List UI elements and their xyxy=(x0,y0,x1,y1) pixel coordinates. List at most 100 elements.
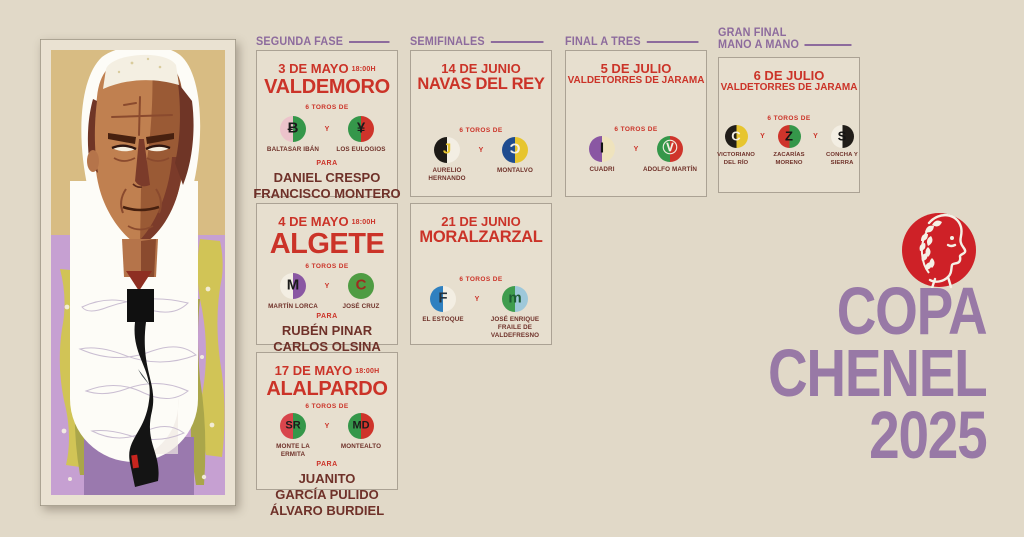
title-line: COPA xyxy=(836,274,987,349)
event-time: 18:00H xyxy=(355,368,380,375)
event-venue: VALDETORRES DE JARAMA xyxy=(567,75,705,86)
toros-label: 6 TOROS DE xyxy=(459,275,503,283)
ranch-block: C JOSÉ CRUZ xyxy=(332,272,390,311)
toros-label: 6 TOROS DE xyxy=(305,403,349,411)
column-semifinales: SEMIFINALES 14 DE JUNIO NAVAS DEL REY 6 … xyxy=(410,36,552,345)
antonete-portrait-illustration xyxy=(40,39,236,506)
event-venue: NAVAS DEL REY xyxy=(417,75,545,93)
torero-name: DANIEL CRESPO xyxy=(273,170,381,186)
ranch-name: CUADRI xyxy=(589,166,615,174)
phase-label: SEGUNDA FASE xyxy=(256,36,344,48)
toros-label: 6 TOROS DE xyxy=(614,126,658,134)
event-time: 18:00H xyxy=(351,219,376,226)
phase-rule xyxy=(804,44,852,46)
ranch-name: MONTEALTO xyxy=(340,443,382,451)
phase-rule xyxy=(348,41,390,43)
ranch-brand-icon: F xyxy=(430,285,456,312)
phase-label: GRAN FINAL xyxy=(718,27,787,39)
ranch-name: BALTASAR IBÁN xyxy=(266,146,320,154)
ranch-name: ZACARÍAS MORENO xyxy=(773,152,805,166)
event-date: 4 DE MAYO 18:00H xyxy=(278,214,376,229)
ranch-brand-icon: SR xyxy=(280,413,306,440)
tie xyxy=(129,322,159,487)
phase-label-line2: MANO A MANO xyxy=(718,39,800,51)
event-date: 14 DE JUNIO xyxy=(441,61,521,76)
ranch-block: J AURELIO HERNANDO xyxy=(418,136,476,183)
event-card-valdetorres-6-julio: 6 DE JULIO VALDETORRES DE JARAMA 6 TOROS… xyxy=(717,57,860,193)
ranch-name: JOSÉ ENRIQUE FRAILE DE VALDEFRESNO xyxy=(490,315,540,339)
ranch-brand-icon: M xyxy=(280,272,306,299)
ranch-brand-icon: Ƀ xyxy=(280,116,306,143)
event-card-moralzarzal: 21 DE JUNIO MORALZARZAL 6 TOROS DE F EL … xyxy=(410,203,552,345)
ranch-block: ¥ LOS EULOGIOS xyxy=(332,116,390,154)
phase-rule xyxy=(646,41,699,43)
ranch-block: m JOSÉ ENRIQUE FRAILE DE VALDEFRESNO xyxy=(482,285,548,340)
event-card-valdemoro: 3 DE MAYO 18:00H VALDEMORO 6 TOROS DE Ƀ B… xyxy=(253,50,401,217)
event-card-algete: 4 DE MAYO 18:00H ALGETE 6 TOROS DE M MART… xyxy=(256,203,398,370)
ranch-brand-icon: Ɔ xyxy=(502,136,528,163)
toros-label: 6 TOROS DE xyxy=(305,104,349,112)
phase-label: SEMIFINALES xyxy=(410,36,485,48)
torero-name: JUANITO xyxy=(298,471,356,487)
versus-label: Y xyxy=(633,146,639,154)
ranch-name: AURELIO HERNANDO xyxy=(428,166,466,182)
title-line: CHENEL xyxy=(767,336,987,411)
ranch-brand-icon: J xyxy=(434,136,460,163)
para-label: PARA xyxy=(316,313,338,321)
ranch-brand-icon: m xyxy=(502,285,528,312)
ranch-name: LOS EULOGIOS xyxy=(336,146,386,154)
para-label: PARA xyxy=(316,461,338,469)
ranch-block: M MARTÍN LORCA xyxy=(264,272,322,311)
versus-label: Y xyxy=(760,133,765,141)
ranch-name: EL ESTOQUE xyxy=(422,315,464,323)
copa-chenel-title: COPA CHENEL 2025 xyxy=(767,274,987,469)
torero-name: RUBÉN PINAR xyxy=(281,323,373,339)
versus-label: Y xyxy=(813,133,818,141)
ranch-block: MD MONTEALTO xyxy=(332,413,390,451)
ranch-block: Ⓥ ADOLFO MARTÍN xyxy=(641,136,699,174)
shirt-scribbles xyxy=(78,298,197,440)
event-date: 17 DE MAYO 18:00H xyxy=(274,363,380,378)
chenel-head-icon xyxy=(899,207,979,290)
event-date: 21 DE JUNIO xyxy=(441,214,521,229)
torero-name: ÁLVARO BURDIEL xyxy=(269,503,385,519)
versus-label: Y xyxy=(478,146,484,154)
event-time: 18:00H xyxy=(351,66,376,73)
column-final-a-tres: FINAL A TRES 5 DE JULIO VALDETORRES DE J… xyxy=(565,36,707,197)
versus-label: Y xyxy=(324,423,330,431)
toros-label: 6 TOROS DE xyxy=(305,262,349,270)
torero-name: CARLOS OLSINA xyxy=(273,339,381,355)
portrait-art xyxy=(40,39,236,506)
phase-label: FINAL A TRES xyxy=(565,36,641,48)
event-venue: ALGETE xyxy=(269,228,385,260)
toros-label: 6 TOROS DE xyxy=(767,115,811,123)
ranch-block: SR MONTE LA ERMITA xyxy=(264,413,322,459)
versus-label: Y xyxy=(324,282,330,290)
ranch-name: CONCHA Y SIERRA xyxy=(826,152,858,166)
ranch-brand-icon: C xyxy=(724,125,748,149)
column-segunda-fase: SEGUNDA FASE 3 DE MAYO 18:00H VALDEMORO 6… xyxy=(253,36,400,518)
toros-label: 6 TOROS DE xyxy=(459,126,503,134)
event-card-navas-del-rey: 14 DE JUNIO NAVAS DEL REY 6 TOROS DE J A… xyxy=(410,50,552,197)
ranch-brand-icon: Ⓥ xyxy=(657,136,683,163)
event-card-alalpardo: 17 DE MAYO 18:00H ALALPARDO 6 TOROS DE SR… xyxy=(256,352,398,518)
event-date: 5 DE JULIO xyxy=(600,61,672,76)
ranch-name: MONTALVO xyxy=(497,166,533,174)
phase-rule xyxy=(490,41,544,43)
ranch-block: F EL ESTOQUE xyxy=(414,285,472,324)
torero-name: FRANCISCO MONTERO xyxy=(253,186,401,202)
ranch-brand-icon: C xyxy=(348,272,374,299)
event-venue: VALDEMORO xyxy=(264,76,390,98)
phase-header-final-a-tres: FINAL A TRES xyxy=(565,36,699,48)
versus-label: Y xyxy=(474,295,480,303)
ranch-block: S CONCHA Y SIERRA xyxy=(820,125,865,167)
ranch-block: I CUADRI xyxy=(573,136,631,174)
event-date: 6 DE JULIO xyxy=(753,68,825,83)
ranch-brand-icon: ¥ xyxy=(348,116,374,143)
torero-name: GARCÍA PULIDO xyxy=(275,487,379,503)
event-venue: VALDETORRES DE JARAMA xyxy=(720,82,858,93)
ranch-brand-icon: MD xyxy=(348,413,374,440)
para-label: PARA xyxy=(316,160,338,168)
ranch-name: MONTE LA ERMITA xyxy=(276,443,310,459)
